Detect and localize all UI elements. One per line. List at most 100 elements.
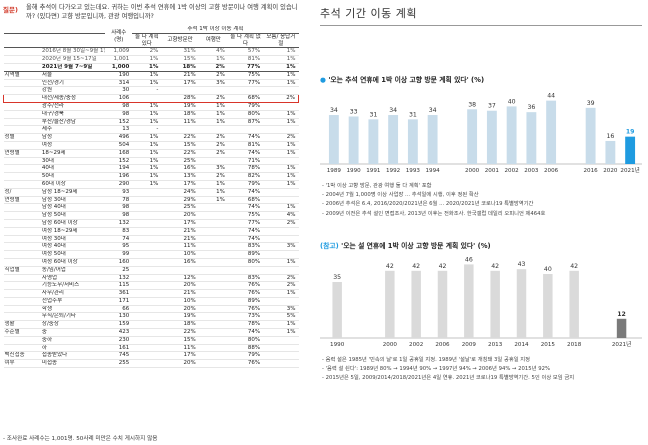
- table-cell: 1%: [132, 141, 162, 150]
- table-cell: 71%: [227, 157, 264, 166]
- table-cell: 11%: [161, 118, 199, 127]
- table-cell: [132, 297, 162, 306]
- table-cell: 74%: [227, 203, 264, 213]
- row-segment-label: 농/임/어업: [40, 265, 106, 275]
- table-cell: [198, 265, 228, 275]
- table-row: 광주/전라 98 1% 19% 1% 79%: [3, 102, 299, 111]
- row-group-label: [3, 118, 41, 127]
- table-cell: 57%: [227, 47, 264, 57]
- table-row: 전업주부 171 10% 89%: [3, 297, 299, 306]
- row-segment-label: 남성 50대: [40, 211, 106, 220]
- table-cell: 159: [105, 320, 133, 330]
- row-group-label: [3, 102, 41, 111]
- table-cell: 1%: [263, 110, 299, 119]
- table-cell: 1%: [198, 187, 228, 197]
- table-cell: 2%: [198, 172, 228, 181]
- header-home-only: 고향방문만: [161, 33, 199, 49]
- bar-value-label: 34: [389, 107, 397, 114]
- table-cell: 19%: [161, 102, 199, 111]
- table-row: 40대 194 1% 16% 3% 78% 1%: [3, 164, 299, 174]
- question-text: 올해 추석이 다가오고 있는데요. 귀하는 이번 추석 연휴에 1박 이상의 고…: [26, 4, 298, 20]
- table-cell: 21%: [161, 235, 199, 244]
- table-cell: 2%: [263, 94, 300, 103]
- table-cell: 1%: [132, 133, 162, 142]
- row-segment-label: 중하: [40, 336, 106, 345]
- row-segment-label: 2020년 9월 15~17일: [40, 55, 106, 64]
- row-group-label: [3, 219, 41, 228]
- table-cell: 16%: [161, 164, 199, 174]
- table-row: 2016년 8월 30일~9월 1일 1,009 2% 31% 4% 57% 1%: [3, 47, 299, 57]
- table-cell: 98: [105, 102, 133, 111]
- table-cell: 5%: [263, 312, 299, 322]
- table-cell: 1%: [198, 118, 228, 127]
- bar-value-label: 12: [617, 311, 626, 318]
- table-cell: 78%: [227, 164, 264, 174]
- bar: [467, 109, 478, 164]
- x-tick-label: 1994: [426, 168, 441, 174]
- table-cell: [263, 196, 299, 205]
- table-row: 2021년 9월 7~9일 1,000 1% 18% 2% 77% 1%: [3, 63, 299, 72]
- table-cell: 2%: [198, 71, 228, 80]
- table-cell: [132, 211, 162, 220]
- row-segment-label: 대구/경북: [40, 110, 106, 119]
- bar: [348, 116, 359, 164]
- table-cell: [132, 219, 162, 228]
- table-cell: -: [132, 86, 162, 96]
- table-cell: 168: [105, 148, 133, 158]
- table-cell: 30: [105, 86, 133, 96]
- row-group-label: 성별: [3, 133, 41, 142]
- table-cell: [198, 227, 228, 236]
- table-cell: 496: [105, 133, 133, 142]
- bar-value-label: 42: [570, 263, 578, 270]
- table-cell: 2%: [198, 141, 228, 150]
- page-title: 추석 기간 이동 계획: [320, 7, 417, 20]
- row-segment-label: 18~29세: [40, 148, 106, 158]
- table-cell: [198, 203, 228, 213]
- table-cell: [132, 203, 162, 213]
- header-dont-know: 모름/ 응답거절: [263, 33, 299, 49]
- table-cell: 504: [105, 141, 133, 150]
- row-group-label: [3, 79, 41, 88]
- row-segment-label: 여성 18~29세: [40, 227, 106, 236]
- row-segment-label: 미접종: [40, 359, 106, 369]
- table-cell: 81%: [227, 55, 264, 64]
- table-cell: [132, 196, 162, 205]
- table-row: 여성 30대 74 21% 74%: [3, 235, 299, 244]
- table-cell: 75%: [227, 211, 264, 220]
- table-cell: [161, 86, 199, 96]
- row-segment-label: 광주/전라: [40, 102, 106, 111]
- table-cell: 1%: [263, 79, 299, 88]
- header-group: 추석 1박 이상 이동 계획: [132, 26, 299, 34]
- row-group-label: [3, 336, 41, 345]
- table-cell: 77%: [227, 63, 264, 72]
- table-cell: [132, 227, 162, 236]
- table-cell: 87%: [227, 118, 264, 127]
- table-cell: 74%: [227, 235, 264, 244]
- table-row: 연령별 18~29세 168 1% 22% 2% 74% 1%: [3, 148, 299, 158]
- bar-value-label: 43: [518, 261, 526, 268]
- row-segment-label: 중: [40, 328, 106, 337]
- header-none: 둘 다 계획 없다: [227, 33, 264, 49]
- row-segment-label: 남성 60대 이상: [40, 219, 106, 228]
- table-cell: [132, 94, 162, 103]
- table-row: 남성 60대 이상 132 17% 77% 2%: [3, 219, 299, 228]
- table-cell: 80%: [227, 336, 264, 345]
- table-cell: 4%: [263, 211, 299, 220]
- table-cell: 3%: [263, 305, 299, 314]
- table-cell: 99: [105, 250, 133, 259]
- chart1-title: ● '오는 추석 연휴에 1박 이상 고향 방문 계획 있다' (%): [320, 74, 484, 84]
- table-cell: 74%: [227, 148, 264, 158]
- bar: [605, 140, 616, 164]
- table-cell: 1%: [263, 141, 299, 150]
- table-cell: 1%: [132, 79, 162, 88]
- table-row: 60대 이상 290 1% 17% 1% 79% 1%: [3, 180, 299, 189]
- bar-value-label: 34: [429, 107, 437, 114]
- table-cell: -: [132, 125, 162, 135]
- bar-value-label: 38: [468, 101, 476, 108]
- table-cell: 95: [105, 242, 133, 252]
- table-cell: 98: [105, 203, 133, 213]
- table-cell: 1%: [132, 157, 162, 166]
- table-cell: [227, 125, 264, 135]
- table-cell: 20%: [161, 211, 199, 220]
- chart1-bullet: ●: [320, 76, 326, 84]
